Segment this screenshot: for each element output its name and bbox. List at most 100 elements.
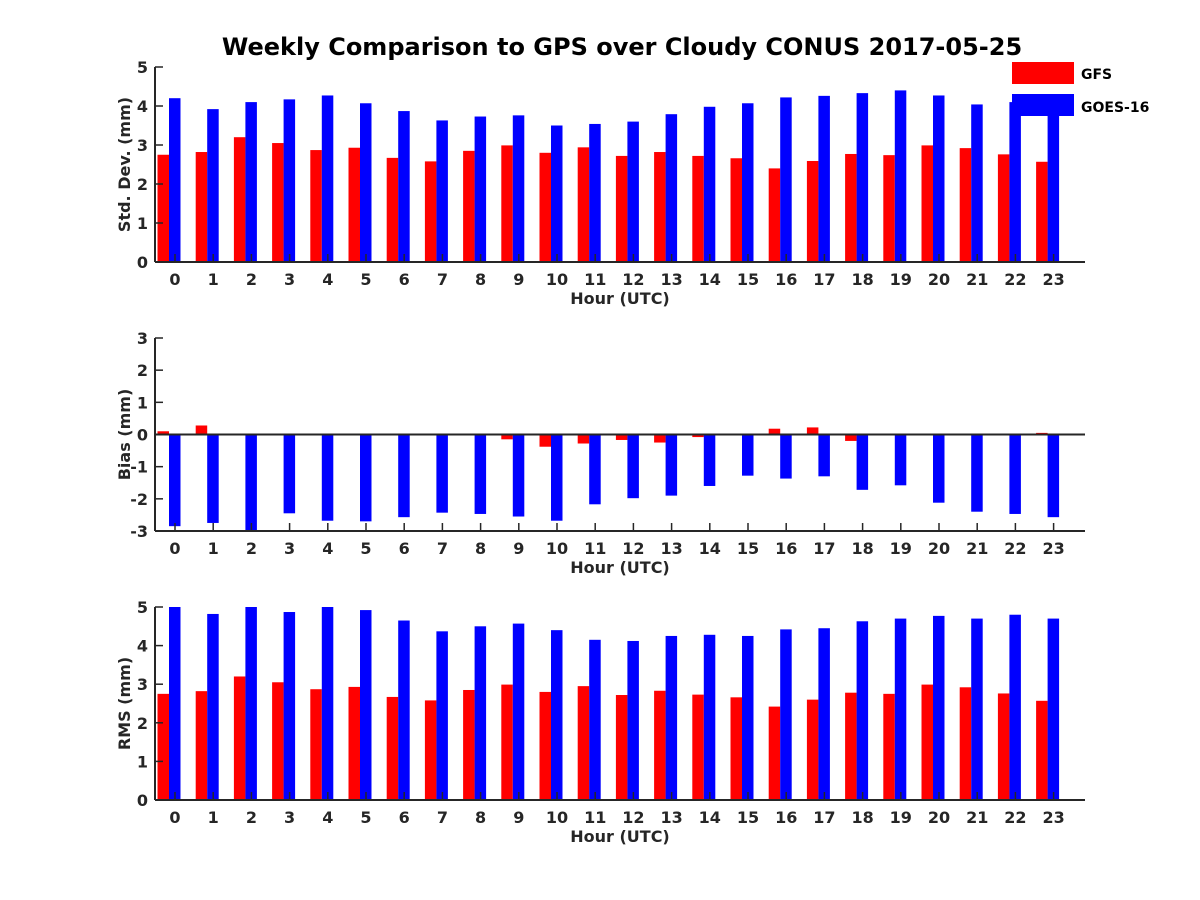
bias-xtick-label: 8 [475, 539, 486, 558]
std-dev-bar-gfs-12 [615, 155, 628, 262]
bias-bar-goes16-21 [971, 434, 983, 512]
rms-xtick-label: 20 [928, 808, 950, 827]
std-dev-xtick-label: 11 [584, 270, 606, 289]
std-dev-bar-gfs-18 [845, 153, 857, 262]
rms-xtick-label: 12 [622, 808, 644, 827]
legend-label-gfs: GFS [1081, 67, 1112, 83]
std-dev-xtick-label: 7 [437, 270, 448, 289]
rms-bar-goes16-20 [933, 615, 945, 800]
rms-bar-goes16-15 [742, 635, 754, 800]
rms-xtick-label: 4 [322, 808, 333, 827]
std-dev-xtick-label: 15 [737, 270, 759, 289]
rms-bar-gfs-15 [730, 697, 742, 800]
bias-xtick-label: 13 [660, 539, 682, 558]
rms-ytick-label: 5 [137, 598, 148, 617]
std-dev-xtick-label: 17 [813, 270, 835, 289]
rms-bar-gfs-2 [233, 676, 246, 800]
bias-bar-goes16-12 [627, 434, 639, 499]
bias-xlabel: Hour (UTC) [570, 558, 670, 577]
std-dev-xtick-label: 20 [928, 270, 950, 289]
bias-bar-goes16-11 [589, 434, 601, 505]
bias-xtick-label: 1 [208, 539, 219, 558]
rms-xtick-label: 14 [699, 808, 721, 827]
std-dev-bar-gfs-11 [577, 147, 590, 262]
rms-ylabel: RMS (mm) [115, 657, 134, 750]
rms-xtick-label: 19 [890, 808, 912, 827]
bias-xtick-label: 4 [322, 539, 333, 558]
rms-ytick-label: 1 [137, 752, 148, 771]
rms-xtick-label: 6 [399, 808, 410, 827]
std-dev-bar-gfs-6 [386, 157, 399, 262]
bias-bar-goes16-8 [474, 434, 487, 514]
rms-bar-goes16-19 [894, 618, 907, 800]
bias-xtick-label: 9 [513, 539, 524, 558]
rms-ytick-label: 2 [137, 714, 148, 733]
legend-swatch-goes16 [1012, 94, 1074, 116]
std-dev-ylabel: Std. Dev. (mm) [115, 97, 134, 232]
std-dev-bar-gfs-0 [157, 154, 169, 262]
bias-bar-gfs-0 [157, 431, 169, 435]
bias-xtick-label: 0 [169, 539, 180, 558]
bias-xtick-label: 20 [928, 539, 950, 558]
rms-xtick-label: 2 [246, 808, 257, 827]
std-dev-bar-goes16-14 [703, 106, 716, 262]
std-dev-xtick-label: 19 [890, 270, 912, 289]
std-dev-bar-gfs-2 [233, 137, 246, 262]
rms-xtick-label: 18 [851, 808, 873, 827]
std-dev-bar-goes16-9 [512, 115, 525, 262]
rms-bar-gfs-14 [692, 694, 704, 800]
std-dev-bar-goes16-20 [933, 95, 945, 262]
bias-bar-goes16-1 [207, 434, 219, 523]
rms-xtick-label: 17 [813, 808, 835, 827]
std-dev-bar-goes16-23 [1047, 113, 1060, 262]
rms-xtick-label: 16 [775, 808, 797, 827]
rms-xtick-label: 3 [284, 808, 295, 827]
bias-ytick-label: 0 [137, 426, 148, 445]
rms-bar-goes16-2 [245, 607, 257, 800]
std-dev-xtick-label: 9 [513, 270, 524, 289]
bias-bar-goes16-19 [894, 434, 907, 486]
rms-bar-goes16-16 [780, 629, 792, 800]
std-dev-xtick-label: 12 [622, 270, 644, 289]
bias-bar-gfs-16 [768, 428, 781, 435]
std-dev-ytick-label: 4 [137, 97, 148, 116]
bias-bar-goes16-18 [856, 434, 869, 490]
bias-ytick-label: -2 [130, 490, 148, 509]
bias-xtick-label: 16 [775, 539, 797, 558]
rms-bar-gfs-10 [539, 691, 551, 800]
rms-xtick-label: 15 [737, 808, 759, 827]
rms-xtick-label: 0 [169, 808, 180, 827]
std-dev-bar-goes16-3 [283, 99, 296, 263]
bias-xtick-label: 2 [246, 539, 257, 558]
std-dev-bar-goes16-12 [627, 121, 639, 262]
std-dev-xtick-label: 10 [546, 270, 568, 289]
bias-bar-goes16-23 [1047, 434, 1060, 518]
bias-xtick-label: 15 [737, 539, 759, 558]
bias-bar-gfs-17 [806, 427, 819, 435]
bias-bar-goes16-7 [436, 434, 448, 513]
rms-xtick-label: 21 [966, 808, 988, 827]
bias-bar-goes16-13 [665, 434, 678, 496]
rms-bar-goes16-0 [169, 607, 181, 800]
std-dev-bar-gfs-19 [883, 155, 895, 262]
rms-bar-goes16-5 [360, 610, 372, 800]
std-dev-xtick-label: 22 [1004, 270, 1026, 289]
rms-bar-goes16-13 [665, 635, 678, 800]
std-dev-bar-goes16-10 [551, 125, 563, 262]
bias-xtick-label: 14 [699, 539, 721, 558]
legend: GFS GOES-16 [1012, 62, 1149, 116]
std-dev-bar-gfs-3 [272, 143, 284, 262]
std-dev-xtick-label: 0 [169, 270, 180, 289]
bias-bar-goes16-5 [360, 434, 372, 522]
rms-bar-gfs-7 [424, 700, 437, 800]
rms-bar-gfs-19 [883, 693, 895, 800]
rms-bar-gfs-8 [463, 689, 475, 800]
std-dev-bar-goes16-17 [818, 95, 830, 262]
rms-bar-gfs-11 [577, 686, 590, 800]
bias-ytick-label: 2 [137, 361, 148, 380]
bias-xtick-label: 21 [966, 539, 988, 558]
rms-bar-gfs-6 [386, 696, 399, 800]
bias-xtick-label: 12 [622, 539, 644, 558]
